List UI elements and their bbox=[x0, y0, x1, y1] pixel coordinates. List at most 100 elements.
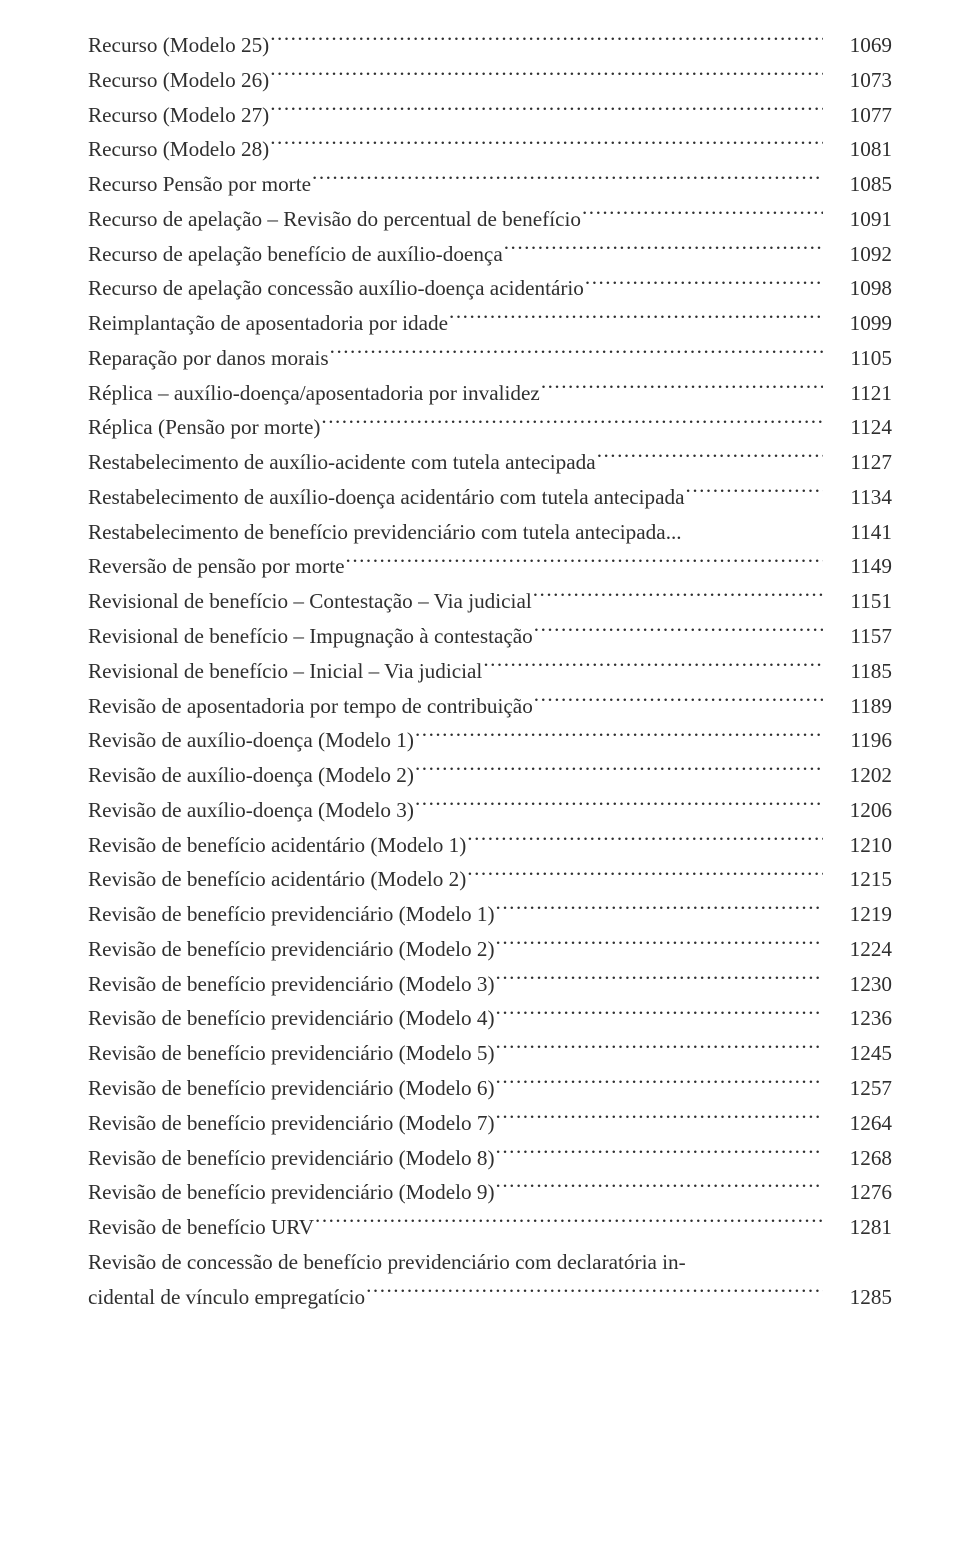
toc-title: Restabelecimento de benefício previdenci… bbox=[88, 515, 666, 550]
toc-title: Revisão de aposentadoria por tempo de co… bbox=[88, 689, 533, 724]
toc-page-number: 1098 bbox=[824, 271, 892, 306]
toc-page-number: 1149 bbox=[824, 549, 892, 584]
toc-title: Revisão de auxílio-doença (Modelo 1) bbox=[88, 723, 414, 758]
toc-title: cidental de vínculo empregatício bbox=[88, 1280, 365, 1315]
toc-entry: Réplica – auxílio-doença/aposentadoria p… bbox=[88, 376, 892, 411]
toc-leader bbox=[582, 205, 823, 226]
toc-page-number: 1151 bbox=[824, 584, 892, 619]
toc-title: Recurso (Modelo 28) bbox=[88, 132, 269, 167]
toc-title: Recurso de apelação – Revisão do percent… bbox=[88, 202, 581, 237]
toc-page-number: 1091 bbox=[824, 202, 892, 237]
toc-title: Revisão de benefício acidentário (Modelo… bbox=[88, 828, 466, 863]
toc-entry: Recurso de apelação – Revisão do percent… bbox=[88, 202, 892, 237]
toc-page-number: 1081 bbox=[824, 132, 892, 167]
toc-leader bbox=[585, 274, 823, 295]
toc-leader bbox=[270, 135, 823, 156]
toc-page-number: 1085 bbox=[824, 167, 892, 202]
toc-entry: Reparação por danos morais 1105 bbox=[88, 341, 892, 376]
toc-title: Revisão de benefício previdenciário (Mod… bbox=[88, 1106, 495, 1141]
toc-entry: Revisão de auxílio-doença (Modelo 2)1202 bbox=[88, 758, 892, 793]
toc-page-number: 1134 bbox=[824, 480, 892, 515]
toc-leader bbox=[483, 657, 823, 678]
toc-page-number: 1124 bbox=[824, 410, 892, 445]
toc-entry: Restabelecimento de auxílio-doença acide… bbox=[88, 480, 892, 515]
toc-entry: Revisão de benefício previdenciário (Mod… bbox=[88, 1036, 892, 1071]
toc-page-number: 1281 bbox=[824, 1210, 892, 1245]
toc-page-number: 1206 bbox=[824, 793, 892, 828]
toc-leader bbox=[496, 1004, 823, 1025]
toc-title: Réplica – auxílio-doença/aposentadoria p… bbox=[88, 376, 540, 411]
toc-title: Revisão de auxílio-doença (Modelo 2) bbox=[88, 758, 414, 793]
toc-entry: Revisão de benefício previdenciário (Mod… bbox=[88, 967, 892, 1002]
toc-title: Revisão de benefício previdenciário (Mod… bbox=[88, 1001, 495, 1036]
toc-entry-line: cidental de vínculo empregatício 1285 bbox=[88, 1280, 892, 1315]
toc-entry: Reimplantação de aposentadoria por idade… bbox=[88, 306, 892, 341]
toc-entry: Revisional de benefício – Impugnação à c… bbox=[88, 619, 892, 654]
toc-entry: Restabelecimento de benefício previdenci… bbox=[88, 515, 892, 550]
toc-entry: Revisão de benefício previdenciário (Mod… bbox=[88, 1071, 892, 1106]
toc-entry: Revisão de benefício previdenciário (Mod… bbox=[88, 1141, 892, 1176]
toc-leader bbox=[449, 309, 823, 330]
toc-entry: Revisão de benefício previdenciário (Mod… bbox=[88, 1106, 892, 1141]
toc-title: Revisão de benefício previdenciário (Mod… bbox=[88, 932, 495, 967]
toc-leader bbox=[467, 865, 823, 886]
toc-page-number: 1157 bbox=[824, 619, 892, 654]
toc-entry: Recurso Pensão por morte 1085 bbox=[88, 167, 892, 202]
toc-title: Revisão de auxílio-doença (Modelo 3) bbox=[88, 793, 414, 828]
toc-page-number: 1099 bbox=[824, 306, 892, 341]
toc-title: Reversão de pensão por morte bbox=[88, 549, 345, 584]
toc-entry: Revisão de benefício previdenciário (Mod… bbox=[88, 932, 892, 967]
toc-title: Recurso de apelação benefício de auxílio… bbox=[88, 237, 503, 272]
toc-page-number: 1092 bbox=[824, 237, 892, 272]
toc-page-number: 1185 bbox=[824, 654, 892, 689]
toc-leader bbox=[496, 1074, 823, 1095]
toc-title: Revisão de concessão de benefício previd… bbox=[88, 1245, 892, 1280]
toc-title: Revisão de benefício previdenciário (Mod… bbox=[88, 1036, 495, 1071]
toc-leader bbox=[366, 1282, 823, 1303]
toc-page-number: 1285 bbox=[824, 1280, 892, 1315]
toc-leader bbox=[415, 796, 823, 817]
toc-title: Recurso (Modelo 25) bbox=[88, 28, 269, 63]
toc-leader bbox=[496, 900, 823, 921]
table-of-contents: Recurso (Modelo 25)1069Recurso (Modelo 2… bbox=[88, 28, 892, 1314]
toc-entry: Revisional de benefício – Contestação – … bbox=[88, 584, 892, 619]
toc-leader bbox=[467, 830, 823, 851]
toc-leader bbox=[315, 1213, 823, 1234]
toc-entry: Revisão de auxílio-doença (Modelo 3) 1206 bbox=[88, 793, 892, 828]
toc-page-number: 1127 bbox=[824, 445, 892, 480]
toc-entry: Revisão de benefício previdenciário (Mod… bbox=[88, 897, 892, 932]
toc-page-number: 1105 bbox=[824, 341, 892, 376]
toc-leader bbox=[415, 726, 823, 747]
toc-leader bbox=[270, 31, 823, 52]
toc-page-number: 1264 bbox=[824, 1106, 892, 1141]
toc-leader bbox=[533, 587, 823, 608]
toc-page-number: 1224 bbox=[824, 932, 892, 967]
toc-title: Revisão de benefício previdenciário (Mod… bbox=[88, 1071, 495, 1106]
toc-page-number: 1268 bbox=[824, 1141, 892, 1176]
toc-entry: Revisão de aposentadoria por tempo de co… bbox=[88, 689, 892, 724]
toc-leader bbox=[321, 413, 823, 434]
toc-leader bbox=[270, 100, 823, 121]
toc-leader bbox=[415, 761, 823, 782]
toc-leader bbox=[496, 1143, 823, 1164]
toc-page-number: 1276 bbox=[824, 1175, 892, 1210]
toc-title: Revisão de benefício previdenciário (Mod… bbox=[88, 1141, 495, 1176]
toc-leader bbox=[270, 66, 823, 87]
toc-title: Revisional de benefício – Impugnação à c… bbox=[88, 619, 533, 654]
toc-page-number: 1121 bbox=[824, 376, 892, 411]
toc-leader bbox=[541, 378, 823, 399]
toc-page-number: 1077 bbox=[824, 98, 892, 133]
toc-title: Revisão de benefício previdenciário (Mod… bbox=[88, 967, 495, 1002]
toc-entry: Recurso (Modelo 25) 1069 bbox=[88, 28, 892, 63]
toc-entry: Revisão de benefício previdenciário (Mod… bbox=[88, 1001, 892, 1036]
toc-entry: Revisão de auxílio-doença (Modelo 1)1196 bbox=[88, 723, 892, 758]
toc-leader bbox=[496, 1109, 823, 1130]
toc-page-number: 1257 bbox=[824, 1071, 892, 1106]
toc-title: Reparação por danos morais bbox=[88, 341, 329, 376]
toc-page-number: 1245 bbox=[824, 1036, 892, 1071]
toc-title: Restabelecimento de auxílio-doença acide… bbox=[88, 480, 685, 515]
toc-title: Recurso Pensão por morte bbox=[88, 167, 311, 202]
toc-title: Revisão de benefício previdenciário (Mod… bbox=[88, 1175, 495, 1210]
toc-page-number: 1069 bbox=[824, 28, 892, 63]
toc-title: Revisão de benefício acidentário (Modelo… bbox=[88, 862, 466, 897]
